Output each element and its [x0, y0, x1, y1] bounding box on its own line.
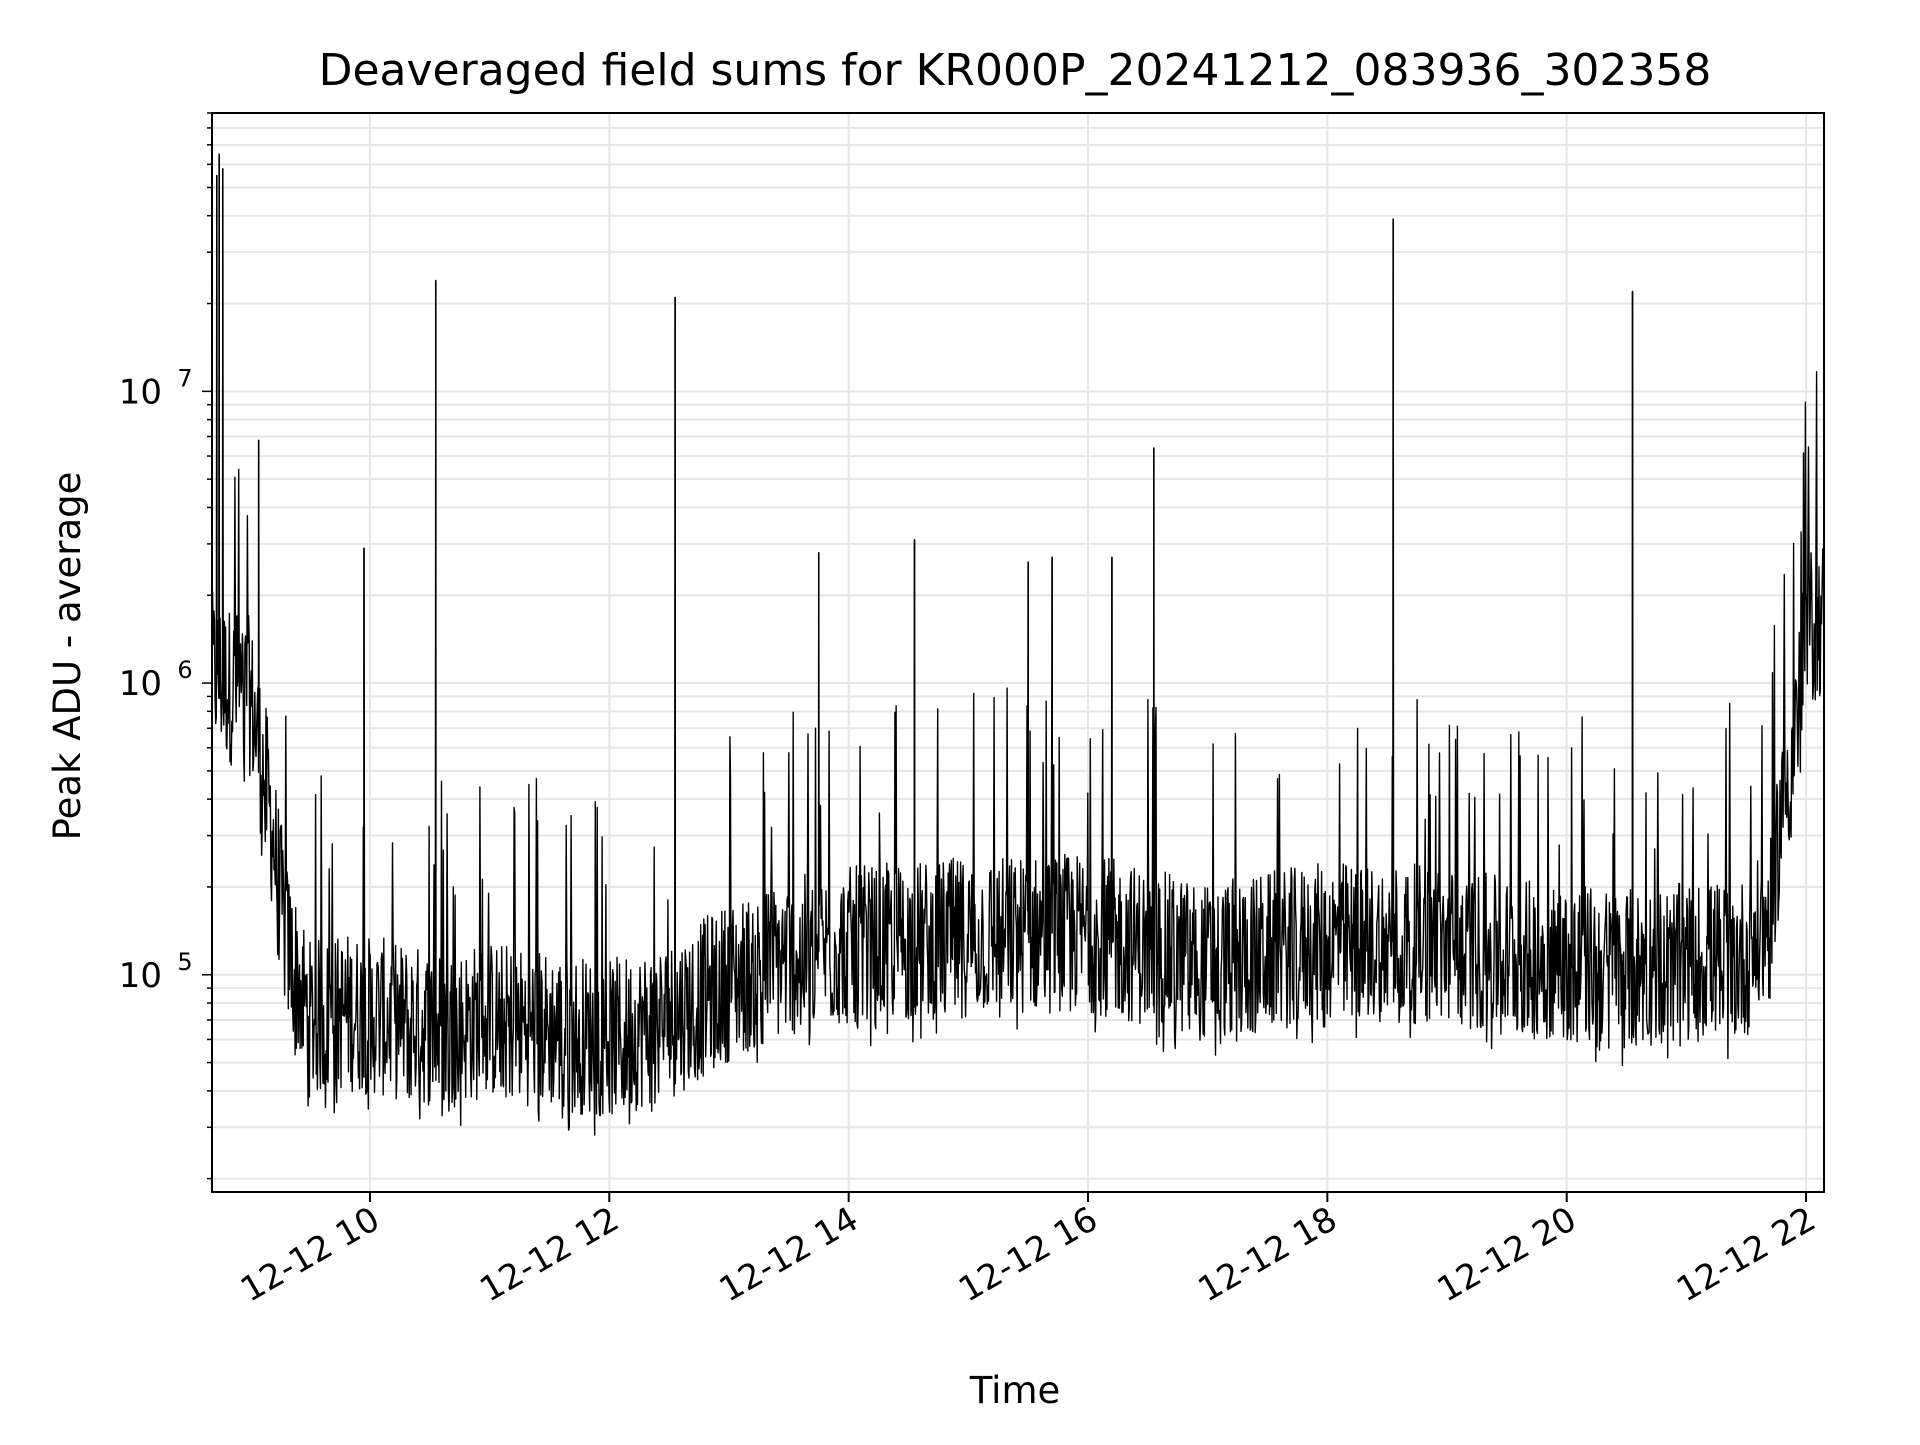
y-tick-exponent: 7	[177, 364, 192, 392]
chart-title: Deaveraged field sums for KR000P_2024121…	[319, 45, 1712, 96]
y-tick-label: 10	[119, 956, 162, 996]
y-tick-label: 10	[119, 372, 162, 412]
y-tick-label: 10	[119, 664, 162, 704]
series-layer	[211, 153, 1825, 1136]
y-tick-exponent: 5	[177, 948, 192, 976]
x-axis-label: Time	[969, 1369, 1061, 1412]
y-axis-label: Peak ADU - average	[46, 472, 89, 841]
grid-lines	[212, 112, 1824, 1192]
series-line	[211, 153, 1825, 1136]
y-tick-exponent: 6	[177, 656, 192, 684]
plot-frame	[211, 112, 1825, 1193]
